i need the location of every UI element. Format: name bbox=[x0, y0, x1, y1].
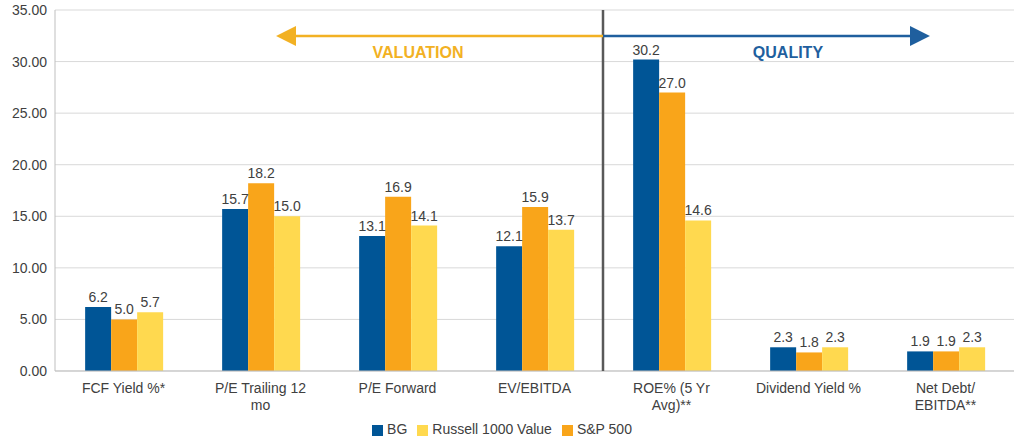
svg-text:35.00: 35.00 bbox=[12, 2, 47, 18]
svg-text:15.0: 15.0 bbox=[274, 198, 301, 214]
svg-text:14.1: 14.1 bbox=[411, 208, 438, 224]
svg-text:6.2: 6.2 bbox=[88, 289, 108, 305]
svg-text:2.3: 2.3 bbox=[962, 329, 982, 345]
svg-text:VALUATION: VALUATION bbox=[373, 44, 464, 61]
svg-text:30.2: 30.2 bbox=[633, 42, 660, 58]
svg-text:15.9: 15.9 bbox=[522, 189, 549, 205]
svg-text:2.3: 2.3 bbox=[825, 329, 845, 345]
svg-text:25.00: 25.00 bbox=[12, 105, 47, 121]
svg-text:10.00: 10.00 bbox=[12, 260, 47, 276]
html-text:Russell 1000 Value: Russell 1000 Value bbox=[432, 421, 552, 437]
svg-text:QUALITY: QUALITY bbox=[753, 44, 824, 61]
svg-text:20.00: 20.00 bbox=[12, 157, 47, 173]
html-text:S&P 500: S&P 500 bbox=[576, 421, 632, 437]
svg-text:14.6: 14.6 bbox=[685, 202, 712, 218]
svg-text:13.7: 13.7 bbox=[548, 212, 575, 228]
svg-text:2.3: 2.3 bbox=[773, 329, 793, 345]
svg-text:18.2: 18.2 bbox=[248, 165, 275, 181]
svg-text:FCF Yield %*: FCF Yield %* bbox=[82, 380, 166, 396]
svg-text:15.00: 15.00 bbox=[12, 208, 47, 224]
svg-text:P/E Trailing 12mo: P/E Trailing 12mo bbox=[215, 380, 306, 413]
svg-text:P/E Forward: P/E Forward bbox=[359, 380, 437, 396]
svg-text:1.8: 1.8 bbox=[799, 334, 819, 350]
svg-text:5.00: 5.00 bbox=[20, 311, 47, 327]
svg-text:1.9: 1.9 bbox=[936, 333, 956, 349]
svg-text:ROE% (5 YrAvg)**: ROE% (5 YrAvg)** bbox=[633, 380, 710, 413]
svg-text:16.9: 16.9 bbox=[385, 179, 412, 195]
svg-text:13.1: 13.1 bbox=[359, 218, 386, 234]
svg-text:0.00: 0.00 bbox=[20, 363, 47, 379]
svg-text:1.9: 1.9 bbox=[910, 333, 930, 349]
html-text:BG: BG bbox=[387, 421, 408, 437]
svg-text:15.7: 15.7 bbox=[222, 191, 249, 207]
svg-text:27.0: 27.0 bbox=[659, 75, 686, 91]
svg-text:Net Debt/EBITDA**: Net Debt/EBITDA** bbox=[915, 380, 977, 413]
svg-text:5.7: 5.7 bbox=[140, 294, 160, 310]
svg-text:5.0: 5.0 bbox=[114, 301, 134, 317]
svg-text:Dividend Yield %: Dividend Yield % bbox=[756, 380, 861, 396]
svg-text:EV/EBITDA: EV/EBITDA bbox=[498, 380, 572, 396]
svg-text:12.1: 12.1 bbox=[496, 228, 523, 244]
svg-text:30.00: 30.00 bbox=[12, 54, 47, 70]
